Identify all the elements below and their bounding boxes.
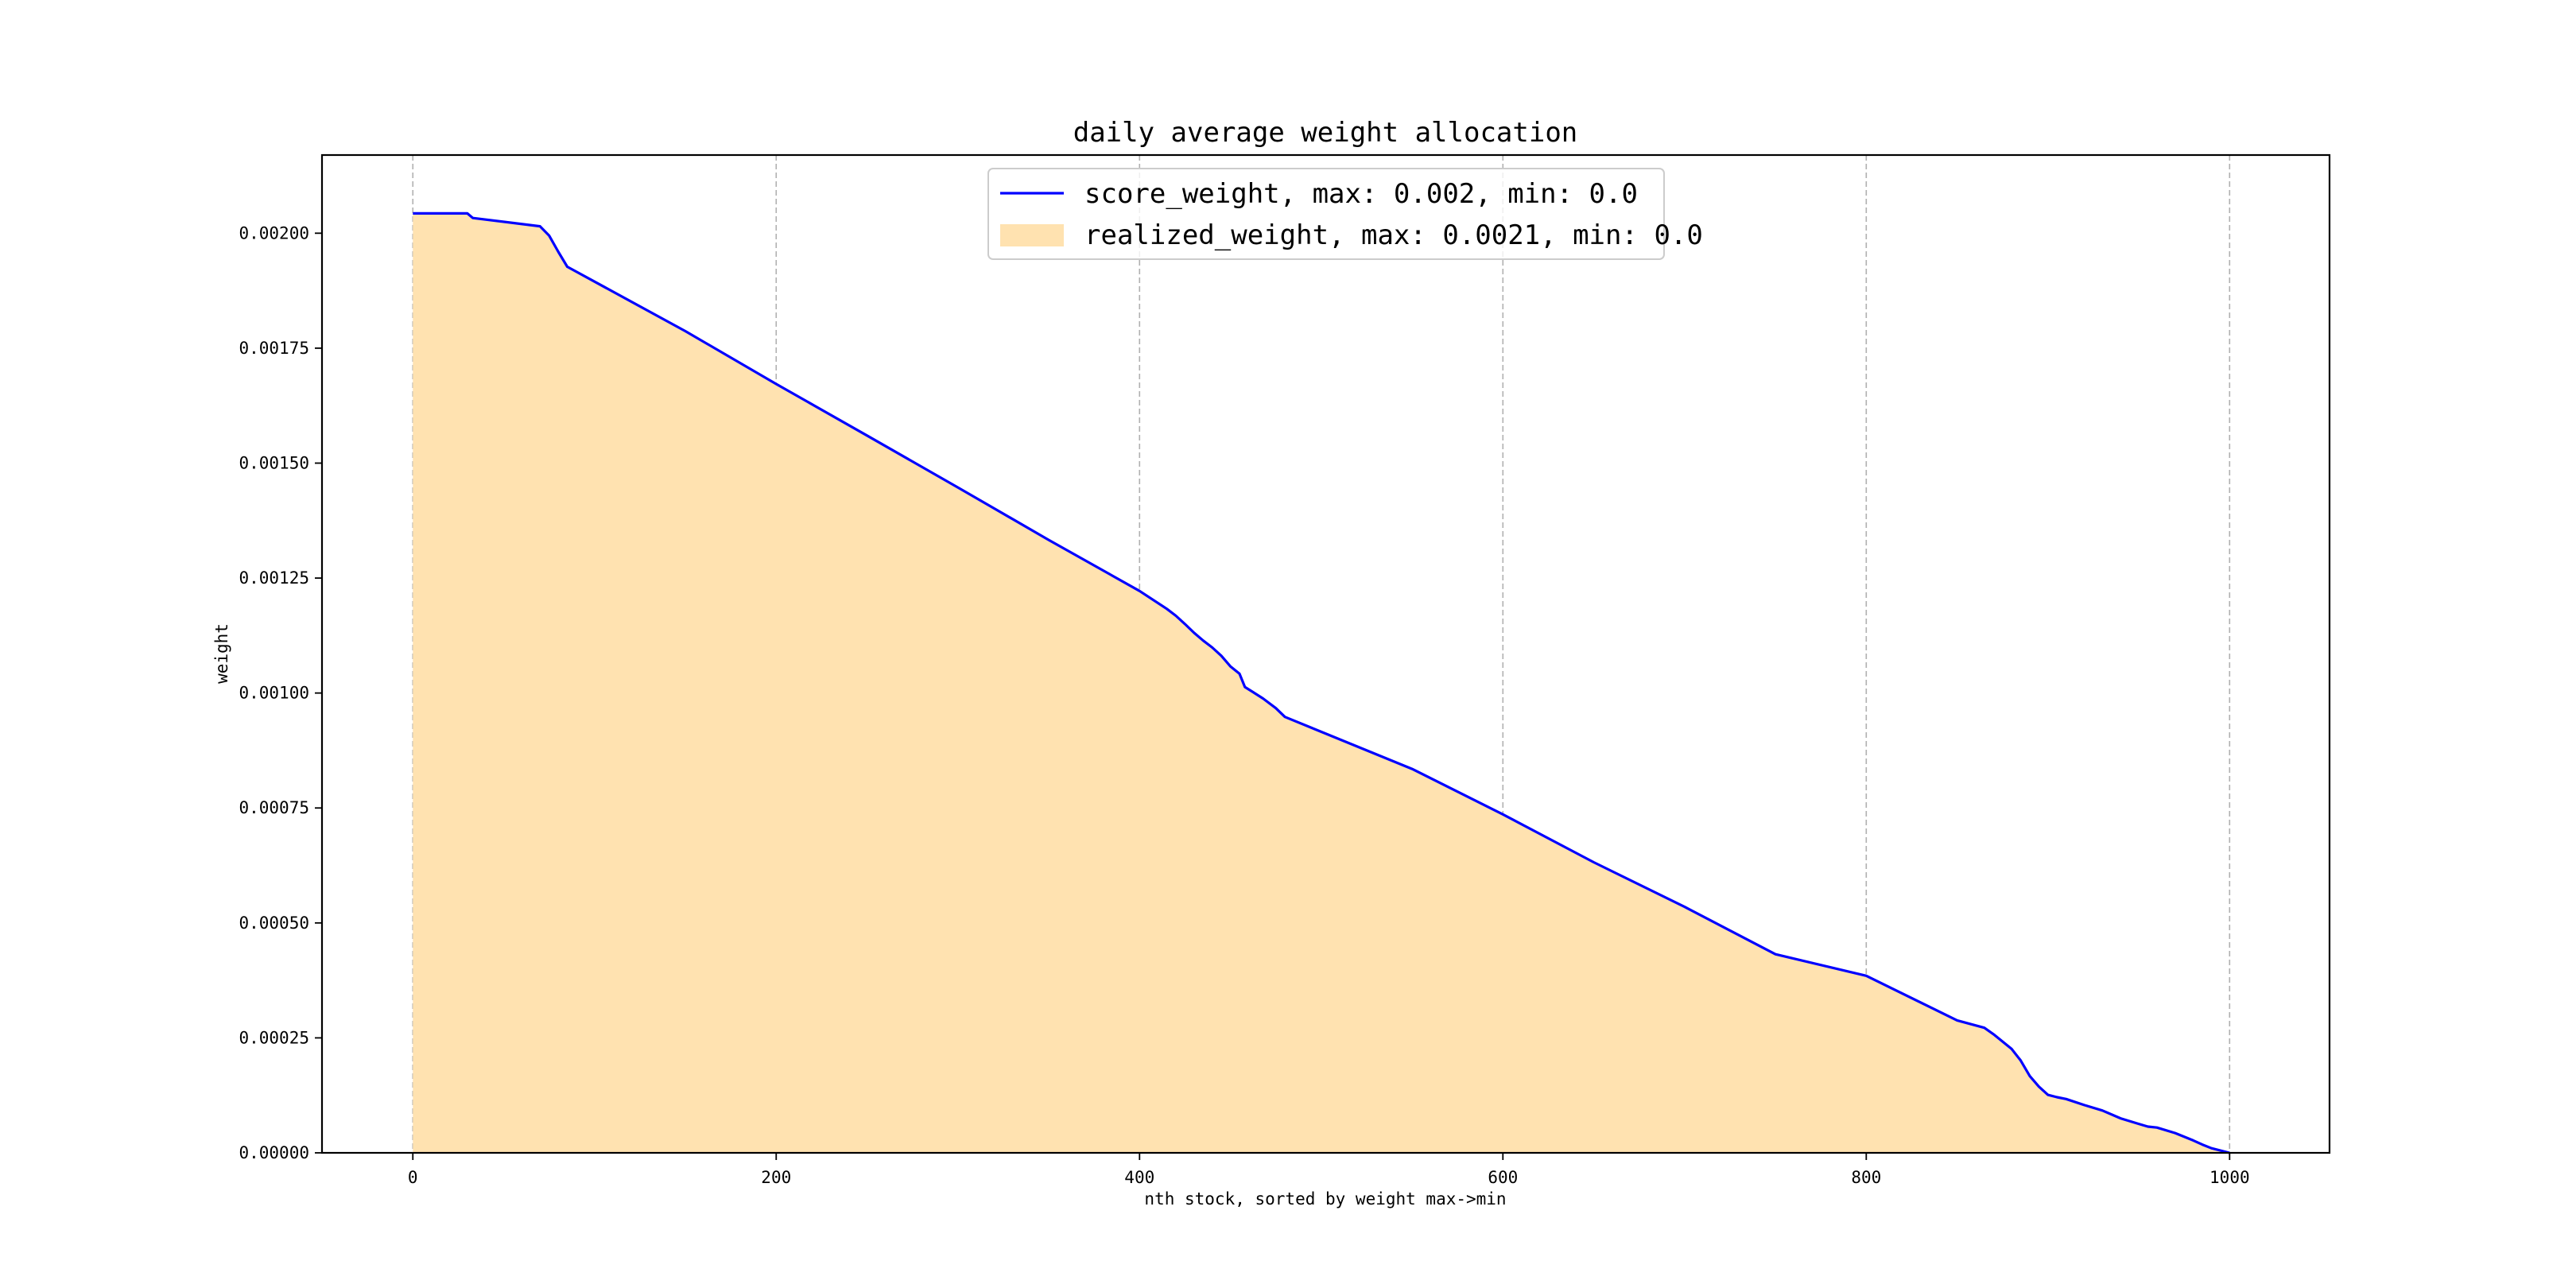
y-tick-label: 0.00150 (239, 453, 309, 472)
chart-title: daily average weight allocation (1073, 117, 1578, 149)
y-tick-label: 0.00125 (239, 568, 309, 588)
y-tick-label: 0.00075 (239, 798, 309, 817)
legend-swatch-realized-weight (1000, 224, 1064, 246)
plot-frame (320, 153, 2331, 1154)
x-tick-label: 200 (761, 1168, 791, 1187)
legend-label-realized-weight: realized_weight, max: 0.0021, min: 0.0 (1084, 219, 1703, 251)
y-tick-label: 0.00000 (239, 1143, 309, 1162)
legend-label-score-weight: score_weight, max: 0.002, min: 0.0 (1084, 178, 1638, 210)
y-tick-label: 0.00200 (239, 223, 309, 242)
x-tick-label: 400 (1124, 1168, 1154, 1187)
legend: score_weight, max: 0.002, min: 0.0 reali… (987, 168, 1703, 260)
x-tick-label: 1000 (2209, 1168, 2250, 1187)
y-tick-label: 0.00025 (239, 1028, 309, 1047)
x-tick-label: 800 (1851, 1168, 1881, 1187)
x-axis-label: nth stock, sorted by weight max->min (1144, 1189, 1506, 1208)
score-weight-line (413, 211, 2230, 1154)
legend-frame (987, 168, 1665, 260)
realized-weight-area (413, 213, 2230, 1153)
x-tick-label: 0 (408, 1168, 418, 1187)
y-tick-label: 0.00050 (239, 914, 309, 933)
y-tick-label: 0.00100 (239, 684, 309, 703)
y-tick-label: 0.00175 (239, 339, 309, 358)
y-axis: 0.00000 0.00025 0.00050 0.00075 0.00100 0.001… (239, 223, 322, 1162)
y-axis-label: weight (212, 623, 231, 684)
x-axis: 0 200 400 600 800 1000 (408, 1153, 2250, 1187)
x-tick-label: 600 (1488, 1168, 1518, 1187)
